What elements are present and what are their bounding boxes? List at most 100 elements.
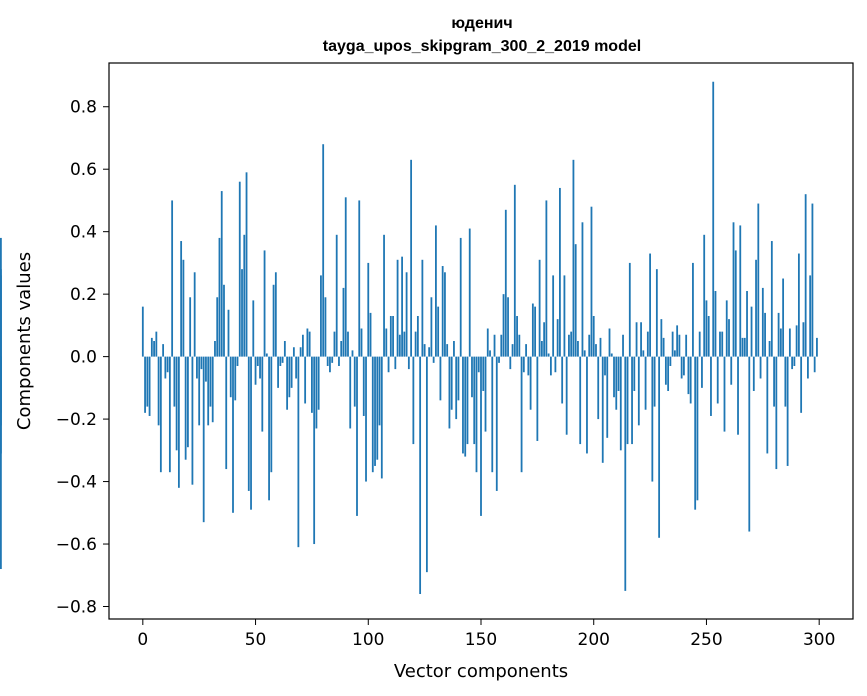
bar-80 — [322, 144, 325, 357]
bar-246 — [696, 356, 699, 501]
bar-163 — [509, 356, 512, 370]
bar-132 — [439, 356, 442, 401]
bar-94 — [353, 356, 356, 407]
bar-253 — [712, 81, 715, 357]
bar-41 — [234, 356, 237, 401]
bar-42 — [236, 356, 239, 366]
bar-199 — [590, 206, 593, 357]
bar-105 — [378, 356, 381, 426]
bar-104 — [376, 356, 379, 460]
bar-256 — [719, 331, 721, 357]
bar-248 — [701, 356, 703, 388]
bar-107 — [383, 234, 385, 357]
bar-205 — [604, 356, 606, 376]
bar-290 — [795, 325, 798, 357]
bar-120 — [412, 356, 415, 445]
bar-116 — [403, 331, 406, 357]
bar-281 — [775, 356, 778, 470]
bar-133 — [441, 266, 444, 357]
bar-5 — [153, 341, 155, 357]
bar-63 — [283, 341, 286, 357]
bar-45 — [243, 234, 246, 357]
bar-134 — [444, 272, 446, 357]
bar-86 — [335, 234, 338, 357]
bar-244 — [692, 262, 694, 357]
bar-118 — [407, 356, 410, 370]
bar-141 — [459, 237, 462, 357]
bar-81 — [324, 297, 327, 357]
bar-11 — [166, 356, 169, 373]
bar-103 — [374, 356, 376, 466]
bar-79 — [320, 275, 322, 357]
bar-193 — [577, 341, 579, 357]
bar-62 — [281, 356, 284, 363]
bar-29 — [207, 356, 210, 426]
bar-75 — [311, 356, 313, 413]
bar-32 — [214, 341, 216, 357]
bar-195 — [581, 222, 584, 357]
bar-117 — [405, 272, 408, 357]
bar-223 — [644, 356, 647, 410]
bar-224 — [646, 331, 649, 357]
bar-54 — [263, 250, 266, 357]
bar-33 — [216, 297, 219, 357]
bar-14 — [173, 356, 176, 407]
bar-254 — [714, 291, 717, 357]
bar-284 — [782, 278, 785, 357]
bar-154 — [489, 350, 491, 357]
bar-77 — [315, 356, 318, 429]
bar-232 — [664, 356, 667, 385]
bar-21 — [189, 297, 192, 357]
bar-196 — [583, 350, 586, 357]
bar-289 — [793, 356, 796, 366]
bar-36 — [223, 284, 225, 357]
bar-95 — [356, 356, 358, 516]
bar-125 — [423, 344, 426, 357]
x-tick-label: 300 — [803, 630, 835, 650]
bar-110 — [389, 316, 392, 357]
bar-216 — [628, 262, 631, 357]
bar-231 — [662, 337, 665, 357]
bar-273 — [757, 203, 760, 357]
y-tick-label: −0.8 — [56, 598, 97, 618]
y-tick-label: −0.6 — [56, 535, 97, 555]
x-axis-label: Vector components — [394, 661, 568, 682]
bar-37 — [225, 356, 228, 470]
bar-191 — [572, 159, 575, 357]
bar-143 — [464, 356, 467, 457]
bar-89 — [342, 287, 345, 357]
bar-240 — [683, 356, 685, 376]
bar-229 — [658, 356, 661, 538]
bar-220 — [637, 356, 640, 426]
bar-262 — [732, 222, 735, 357]
bar-259 — [725, 300, 728, 357]
bar-91 — [347, 331, 349, 357]
bar-100 — [367, 262, 370, 357]
bar-146 — [471, 356, 473, 398]
bar-247 — [698, 331, 701, 357]
x-tick-label: 250 — [690, 630, 722, 650]
bar-2 — [146, 356, 149, 407]
bar-27 — [202, 356, 205, 523]
bar-182 — [552, 275, 555, 357]
bar-130 — [435, 225, 437, 357]
bar-101 — [369, 312, 372, 357]
bar-4 — [150, 337, 153, 357]
bar-200 — [592, 316, 595, 357]
x-tick-label: 200 — [578, 630, 610, 650]
bar-150 — [480, 356, 482, 516]
bar-299 — [816, 337, 818, 357]
bar-126 — [425, 356, 428, 573]
bar-283 — [779, 328, 782, 357]
bar-181 — [549, 356, 552, 376]
bar-128 — [430, 297, 433, 357]
bar-251 — [707, 316, 710, 357]
bar-13 — [171, 200, 174, 357]
bar-225 — [649, 253, 651, 357]
bar-271 — [752, 356, 755, 391]
bar-207 — [608, 328, 611, 357]
bar-131 — [437, 306, 440, 357]
bar-263 — [734, 250, 737, 357]
bar-261 — [730, 356, 733, 385]
